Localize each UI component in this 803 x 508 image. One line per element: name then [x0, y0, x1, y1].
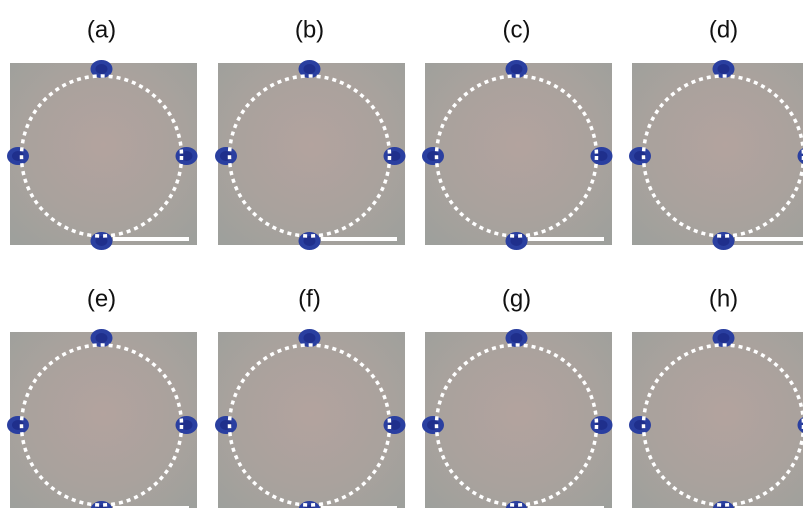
- skin-photo: [425, 63, 612, 245]
- panel-label: (h): [709, 285, 738, 312]
- panel: (d): [629, 16, 803, 250]
- blue-mark-core: [304, 333, 316, 343]
- scale-bar: [528, 237, 604, 241]
- skin-photo: [632, 332, 803, 508]
- panel: (h): [629, 285, 803, 508]
- panel: (b): [215, 16, 406, 250]
- skin-photo: [10, 63, 197, 245]
- figure: (a) (b) (c) (d) (e) (f) (g) (h): [0, 0, 803, 508]
- blue-mark-core: [511, 333, 523, 343]
- panel: (g): [422, 285, 613, 508]
- panel: (a): [7, 16, 198, 250]
- panel-label: (b): [295, 16, 324, 43]
- blue-mark-core: [718, 333, 730, 343]
- skin-photo: [218, 63, 405, 245]
- panel-label: (f): [298, 285, 321, 312]
- scale-bar: [113, 237, 189, 241]
- blue-mark-core: [304, 64, 316, 74]
- panel-label: (e): [87, 285, 116, 312]
- skin-photo: [10, 332, 197, 508]
- skin-photo: [218, 332, 405, 508]
- skin-photo: [632, 63, 803, 245]
- panel-label: (d): [709, 16, 738, 43]
- blue-mark-core: [96, 64, 108, 74]
- panel: (c): [422, 16, 613, 250]
- panel: (f): [215, 285, 406, 508]
- panel-label: (g): [502, 285, 531, 312]
- blue-mark-core: [96, 333, 108, 343]
- scale-bar: [321, 237, 397, 241]
- skin-photo: [425, 332, 612, 508]
- panel: (e): [7, 285, 198, 508]
- panel-label: (a): [87, 16, 116, 43]
- blue-mark-core: [511, 64, 523, 74]
- panel-label: (c): [503, 16, 531, 43]
- scale-bar: [735, 237, 803, 241]
- blue-mark-core: [718, 64, 730, 74]
